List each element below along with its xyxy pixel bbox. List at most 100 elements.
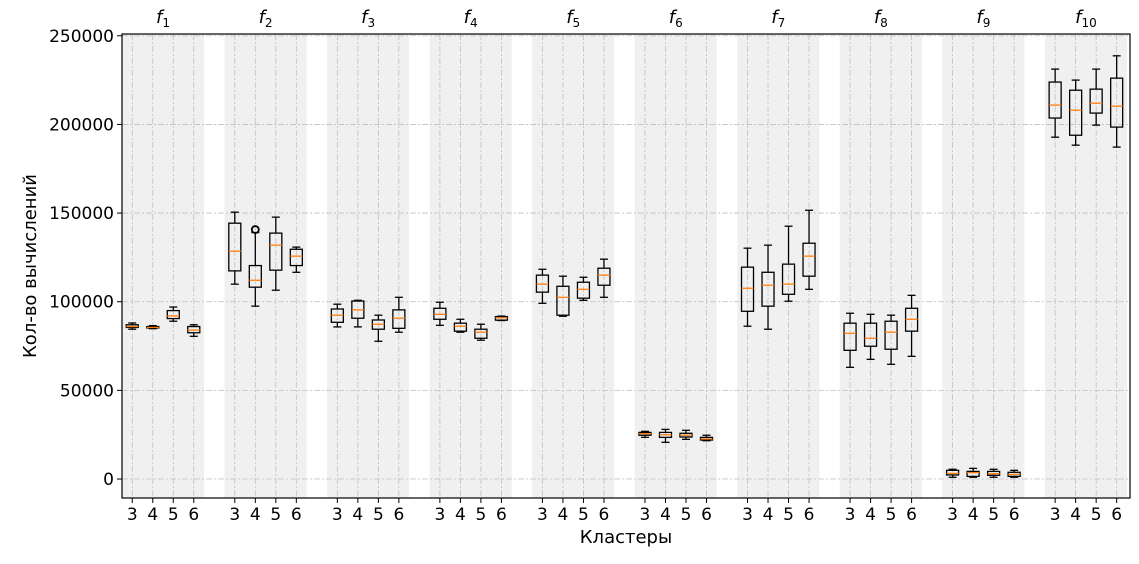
box-iqr [781, 263, 796, 295]
group-title: f2 [259, 7, 273, 30]
group-title: f8 [874, 7, 888, 30]
group-band [429, 34, 512, 498]
x-tick-label: 4 [968, 505, 979, 525]
x-tick-label: 5 [681, 505, 692, 525]
group-band [122, 34, 205, 498]
x-tick-label: 6 [496, 505, 507, 525]
group-titles: f1 f2 f3 f4 f5 f6 f7 f8 f9 f10 [156, 7, 1097, 30]
x-tick-label: 6 [906, 505, 917, 525]
box-iqr [863, 322, 878, 347]
x-tick-label: 4 [865, 505, 876, 525]
group-title: f7 [771, 7, 785, 30]
x-tick-label: 6 [701, 505, 712, 525]
x-tick-label: 5 [578, 505, 589, 525]
x-tick-label: 3 [332, 505, 343, 525]
x-tick-label: 6 [188, 505, 199, 525]
group-title-subscript: 7 [778, 16, 786, 30]
x-tick-label: 5 [1091, 505, 1102, 525]
group-title-subscript: 3 [367, 16, 375, 30]
x-tick-label: 5 [783, 505, 794, 525]
group-title: f9 [976, 7, 990, 30]
group-title: f6 [669, 7, 683, 30]
box-iqr [556, 285, 570, 316]
box-iqr [474, 328, 488, 339]
group-title: f4 [464, 7, 478, 30]
y-tick-label: 200000 [49, 115, 114, 135]
x-tick-label: 3 [947, 505, 958, 525]
group-title-subscript: 2 [265, 16, 273, 30]
box-iqr [1089, 88, 1103, 114]
x-tick-label: 5 [270, 505, 281, 525]
box-iqr [761, 271, 775, 307]
box-iqr [392, 309, 406, 329]
box-iqr [289, 248, 303, 267]
box-iqr [740, 266, 755, 312]
x-tick-label: 5 [988, 505, 999, 525]
box-iqr [1110, 77, 1124, 128]
x-tick-label: 4 [455, 505, 466, 525]
box-iqr [945, 469, 960, 476]
group-title-subscript: 5 [573, 16, 581, 30]
y-tick-label: 50000 [60, 381, 114, 401]
x-tick-label: 6 [804, 505, 815, 525]
group-title-subscript: 6 [675, 16, 683, 30]
x-tick-label: 6 [291, 505, 302, 525]
box-iqr [884, 320, 898, 350]
x-tick-label: 5 [886, 505, 897, 525]
x-tick-label: 6 [393, 505, 404, 525]
x-tick-label: 6 [1111, 505, 1122, 525]
x-tick-label: 4 [1070, 505, 1081, 525]
x-tick-label: 4 [660, 505, 671, 525]
y-tick-labels: 0 50000 100000 150000 200000 250000 [49, 27, 122, 490]
group-title: f1 [156, 7, 170, 30]
x-tick-label: 4 [558, 505, 569, 525]
box-iqr [269, 232, 283, 271]
group-title: f3 [361, 7, 375, 30]
x-tick-label: 3 [1050, 505, 1061, 525]
x-tick-label: 5 [168, 505, 179, 525]
group-band [942, 34, 1025, 498]
box-iqr [166, 309, 180, 320]
group-bands [122, 34, 1127, 498]
x-tick-label: 5 [475, 505, 486, 525]
group-title: f10 [1075, 7, 1097, 30]
x-tick-label: 3 [229, 505, 240, 525]
box-iqr [1069, 89, 1083, 136]
x-tick-label: 6 [1009, 505, 1020, 525]
x-tick-label: 4 [147, 505, 158, 525]
box-iqr [1048, 81, 1062, 119]
box-iqr [843, 322, 857, 351]
y-tick-label: 100000 [49, 293, 114, 313]
y-tick-label: 250000 [49, 27, 114, 47]
box-iqr [453, 322, 468, 332]
group-title-subscript: 10 [1081, 16, 1096, 30]
grid-lines [122, 34, 1130, 498]
group-title-subscript: 9 [983, 16, 991, 30]
group-band [532, 34, 615, 498]
x-tick-label: 3 [537, 505, 548, 525]
plot-frame [121, 33, 1131, 499]
x-tick-label: 3 [845, 505, 856, 525]
box-iqr [802, 242, 816, 277]
group-band [327, 34, 410, 498]
y-tick-label: 150000 [49, 204, 114, 224]
x-tick-label: 3 [434, 505, 445, 525]
group-title-subscript: 1 [162, 16, 170, 30]
x-tick-label: 3 [640, 505, 651, 525]
group-title-subscript: 8 [880, 16, 888, 30]
outlier-point [250, 225, 260, 234]
x-tick-label: 5 [373, 505, 384, 525]
group-band [634, 34, 717, 498]
boxes [125, 55, 1124, 478]
box-iqr [597, 267, 611, 286]
group-band [839, 34, 922, 498]
group-band [1044, 34, 1127, 498]
box-iqr [248, 264, 262, 288]
group-title-subscript: 4 [470, 16, 478, 30]
y-tick-label: 0 [103, 470, 114, 490]
x-tick-label: 4 [250, 505, 261, 525]
y-axis-label: Кол-во вычислений [20, 174, 41, 358]
group-title: f5 [566, 7, 580, 30]
box-iqr [576, 281, 591, 299]
